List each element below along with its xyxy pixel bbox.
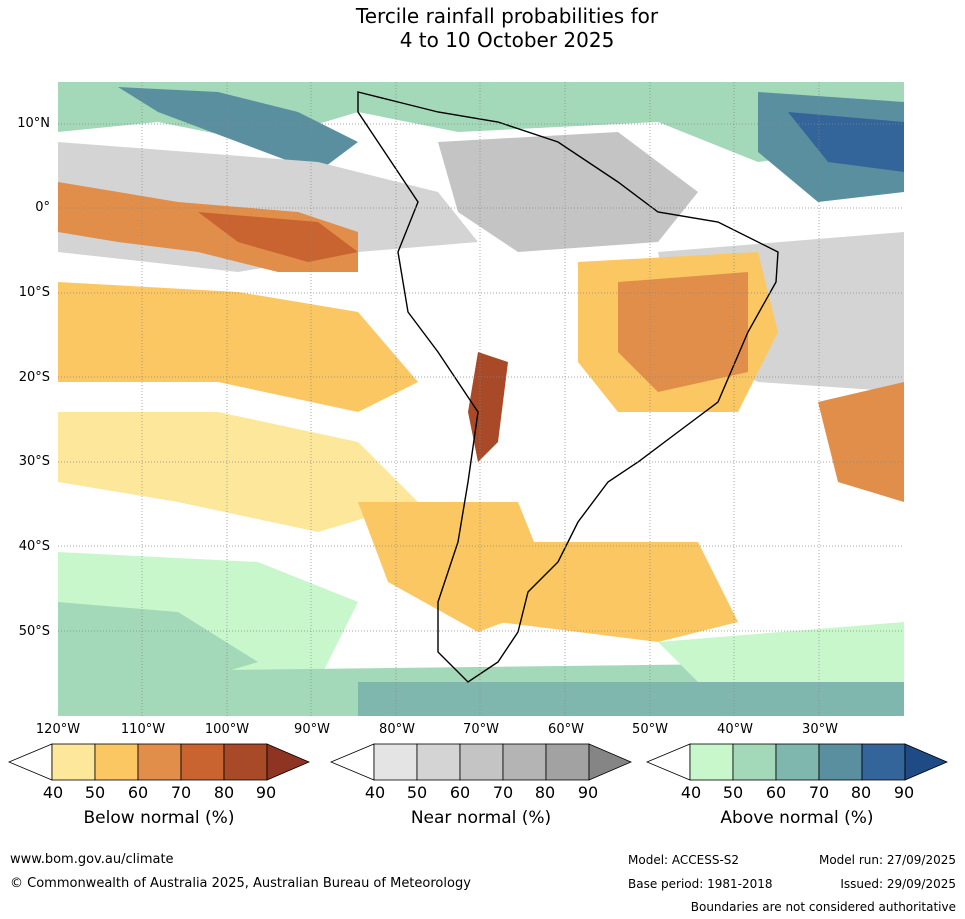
tick-label: 90 <box>893 783 915 802</box>
lon-label: 60°W <box>548 722 584 737</box>
colorbar-segment <box>373 743 418 781</box>
website-link[interactable]: www.bom.gov.au/climate <box>10 852 174 867</box>
tick-label: 50 <box>722 783 744 802</box>
colorbar-near-normal <box>330 743 632 781</box>
colorbar-segment <box>180 743 225 781</box>
probability-map <box>58 82 904 716</box>
lon-label: 100°W <box>204 722 250 737</box>
title-line-2: 4 to 10 October 2025 <box>399 28 615 52</box>
tick-label: 70 <box>492 783 514 802</box>
colorbar-title-above: Above normal (%) <box>720 808 874 828</box>
lat-label: 20°S <box>18 370 50 385</box>
lat-label: 0° <box>35 200 50 215</box>
lon-label: 80°W <box>379 722 415 737</box>
tick-label: 80 <box>213 783 235 802</box>
above-normal-area <box>118 87 358 172</box>
lat-label: 50°S <box>18 624 50 639</box>
continent-outline <box>357 91 779 683</box>
lon-label: 70°W <box>463 722 499 737</box>
below-normal-area <box>58 412 418 532</box>
above-normal-area <box>358 682 904 716</box>
lon-label: 30°W <box>802 722 838 737</box>
near-normal-area <box>438 132 698 252</box>
lon-label: 110°W <box>120 722 166 737</box>
lon-label: 120°W <box>35 722 81 737</box>
colorbar-segment <box>818 743 863 781</box>
tick-label: 50 <box>406 783 428 802</box>
tick-label: 50 <box>84 783 106 802</box>
lon-label: 90°W <box>294 722 330 737</box>
below-normal-area <box>58 282 418 412</box>
tick-label: 60 <box>127 783 149 802</box>
lon-label: 50°W <box>632 722 668 737</box>
colorbar-max-extension <box>266 743 310 781</box>
title-line-1: Tercile rainfall probabilities for <box>355 4 659 28</box>
tick-label: 60 <box>449 783 471 802</box>
colorbar-min-extension <box>330 743 375 781</box>
below-normal-area <box>198 212 358 262</box>
lon-label: 40°W <box>717 722 753 737</box>
above-normal-area <box>58 602 258 692</box>
colorbar-segment <box>51 743 96 781</box>
colorbar-max-extension <box>904 743 948 781</box>
above-normal-area <box>658 622 904 682</box>
below-normal-area <box>618 272 748 392</box>
tick-label: 70 <box>170 783 192 802</box>
model-run: Model run: 27/09/2025 <box>818 853 956 867</box>
colorbar-segment <box>732 743 777 781</box>
tick-label: 90 <box>577 783 599 802</box>
model-name: Model: ACCESS-S2 <box>628 853 740 867</box>
tick-label: 80 <box>850 783 872 802</box>
lat-label: 40°S <box>18 539 50 554</box>
tick-label: 40 <box>42 783 64 802</box>
lat-label: 30°S <box>18 454 50 469</box>
below-normal-area <box>818 382 904 502</box>
tick-label: 90 <box>255 783 277 802</box>
tick-label: 40 <box>364 783 386 802</box>
colorbar-segment <box>94 743 139 781</box>
lat-label: 10°N <box>17 116 50 131</box>
colorbar-segment <box>502 743 547 781</box>
tick-label: 70 <box>808 783 830 802</box>
colorbar-above-normal <box>646 743 948 781</box>
colorbar-title-below: Below normal (%) <box>83 808 235 828</box>
colorbar-segment <box>689 743 734 781</box>
above-normal-area <box>58 82 904 162</box>
base-period: Base period: 1981-2018 <box>628 877 773 891</box>
above-normal-area <box>788 112 904 172</box>
colorbar-segment <box>137 743 182 781</box>
colorbar-segment <box>861 743 906 781</box>
colorbar-min-extension <box>646 743 691 781</box>
colorbar-below-normal <box>8 743 310 781</box>
colorbar-title-near: Near normal (%) <box>410 808 552 828</box>
colorbar-segment <box>223 743 268 781</box>
colorbar-segment <box>459 743 504 781</box>
colorbar-segment <box>545 743 590 781</box>
colorbar-segment <box>416 743 461 781</box>
colorbar-max-extension <box>588 743 632 781</box>
boundaries-note: Boundaries are not considered authoritat… <box>690 900 956 914</box>
chart-title: Tercile rainfall probabilities for 4 to … <box>0 4 965 52</box>
tick-label: 60 <box>765 783 787 802</box>
lat-label: 10°S <box>18 285 50 300</box>
below-normal-area <box>468 352 508 462</box>
colorbar-min-extension <box>8 743 53 781</box>
copyright-text: © Commonwealth of Australia 2025, Austra… <box>10 876 471 891</box>
colorbar-segment <box>775 743 820 781</box>
below-normal-area <box>478 542 738 642</box>
tick-label: 80 <box>534 783 556 802</box>
gridlines <box>58 82 904 716</box>
tick-label: 40 <box>680 783 702 802</box>
issued-date: Issued: 29/09/2025 <box>840 877 956 891</box>
